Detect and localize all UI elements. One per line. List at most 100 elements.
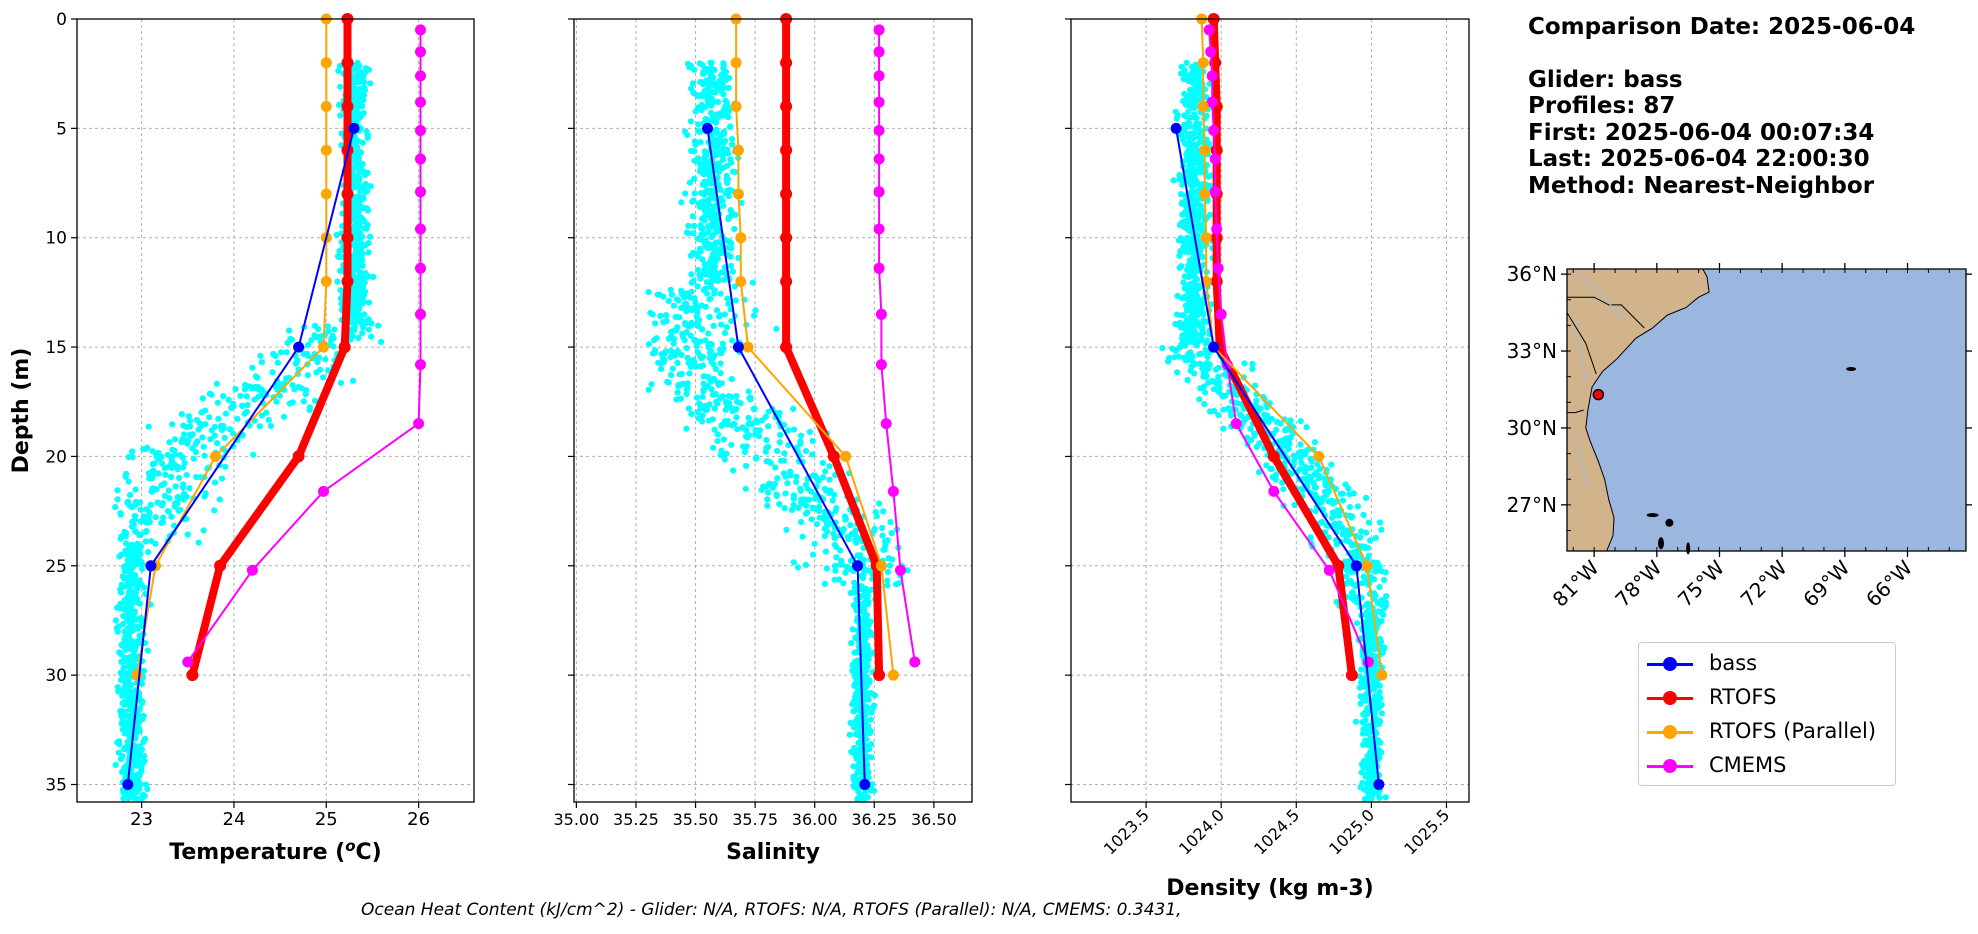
scatter-point: [688, 411, 695, 418]
scatter-point: [706, 279, 714, 286]
scatter-point: [350, 296, 357, 304]
scatter-point: [123, 530, 130, 537]
scatter-point: [1176, 176, 1183, 183]
scatter-point: [234, 415, 241, 422]
scatter-point: [688, 271, 695, 278]
scatter-point: [166, 495, 173, 502]
scatter-point: [136, 600, 144, 607]
scatter-point: [699, 92, 706, 100]
scatter-point: [860, 571, 867, 578]
legend-marker: [1663, 759, 1677, 773]
scatter-point: [867, 728, 874, 735]
scatter-point: [146, 509, 153, 516]
series-point-cmems: [873, 125, 885, 136]
scatter-point: [325, 328, 332, 335]
scatter-point: [351, 173, 358, 180]
scatter-point: [174, 494, 181, 501]
scatter-point: [118, 677, 125, 684]
scatter-point: [178, 411, 185, 418]
scatter-point: [1183, 317, 1190, 324]
scatter-point: [788, 506, 796, 513]
scatter-point: [1354, 503, 1361, 510]
x-tick-label: 35.50: [673, 810, 719, 829]
series-point-cmems: [415, 262, 426, 274]
scatter-point: [1182, 124, 1189, 131]
scatter-point: [1181, 273, 1188, 280]
scatter-point: [1241, 360, 1248, 367]
scatter-point: [1336, 512, 1343, 519]
scatter-point: [151, 460, 158, 467]
series-point-cmems: [415, 125, 426, 136]
scatter-point: [249, 364, 256, 371]
scatter-point: [718, 269, 725, 276]
scatter-point: [333, 231, 340, 239]
scatter-point: [688, 85, 695, 92]
scatter-point: [753, 454, 760, 461]
series-point-rtofs: [873, 669, 886, 682]
scatter-point: [160, 514, 167, 521]
scatter-point: [678, 287, 685, 294]
scatter-point: [1197, 283, 1204, 290]
scatter-point: [865, 769, 872, 776]
scatter-point: [882, 542, 889, 549]
scatter-point: [1215, 412, 1222, 419]
scatter-point: [1360, 741, 1367, 748]
x-tick-label: 1025.0: [1325, 805, 1378, 858]
scatter-point: [1215, 373, 1222, 380]
scatter-point: [289, 399, 296, 406]
scatter-point: [131, 517, 138, 524]
series-point-cmems: [415, 153, 426, 165]
scatter-point: [1198, 167, 1205, 174]
scatter-point: [1361, 796, 1369, 803]
scatter-point: [147, 501, 155, 508]
scatter-point: [186, 423, 194, 430]
scatter-point: [728, 245, 735, 252]
scatter-point: [1339, 497, 1347, 504]
scatter-point: [838, 561, 845, 568]
scatter-point: [356, 268, 364, 276]
scatter-point: [1348, 595, 1356, 602]
scatter-point: [1196, 305, 1203, 312]
scatter-point: [211, 507, 218, 514]
scatter-point: [790, 492, 798, 499]
scatter-point: [171, 436, 178, 443]
scatter-point: [116, 740, 123, 748]
scatter-point: [886, 562, 894, 569]
scatter-point: [832, 507, 839, 514]
scatter-point: [1171, 354, 1178, 361]
scatter-point: [665, 297, 672, 305]
series-point-cmems: [415, 24, 426, 36]
scatter-point: [153, 470, 160, 477]
y-tick-label: 5: [56, 119, 67, 139]
series-point-rtofs: [292, 450, 305, 463]
legend-label: CMEMS: [1709, 753, 1787, 777]
scatter-point: [1185, 172, 1192, 179]
scatter-point: [723, 146, 731, 153]
scatter-point: [1186, 114, 1193, 121]
scatter-point: [134, 759, 142, 766]
scatter-point: [752, 307, 759, 314]
scatter-point: [705, 223, 712, 230]
scatter-point: [706, 259, 714, 266]
scatter-point: [771, 480, 779, 487]
scatter-point: [831, 562, 839, 570]
scatter-point: [351, 214, 358, 221]
scatter-point: [764, 496, 771, 503]
scatter-point: [221, 434, 228, 441]
scatter-point: [803, 502, 810, 509]
scatter-point: [213, 380, 220, 387]
scatter-point: [809, 437, 816, 445]
scatter-point: [701, 157, 709, 164]
glider-name: Glider: bass: [1528, 66, 1683, 93]
scatter-point: [1350, 490, 1357, 497]
scatter-point: [363, 128, 370, 135]
scatter-point: [869, 704, 876, 711]
scatter-point: [1222, 392, 1229, 399]
scatter-point: [1371, 562, 1378, 569]
scatter-point: [868, 754, 875, 761]
scatter-point: [714, 174, 721, 181]
scatter-point: [859, 600, 866, 608]
scatter-point: [201, 452, 208, 459]
scatter-point: [730, 467, 737, 474]
scatter-point: [1170, 177, 1177, 184]
